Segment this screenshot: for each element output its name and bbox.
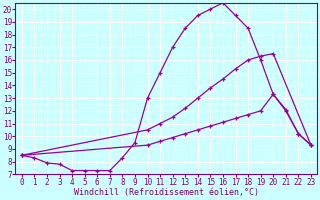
X-axis label: Windchill (Refroidissement éolien,°C): Windchill (Refroidissement éolien,°C) xyxy=(74,188,259,197)
